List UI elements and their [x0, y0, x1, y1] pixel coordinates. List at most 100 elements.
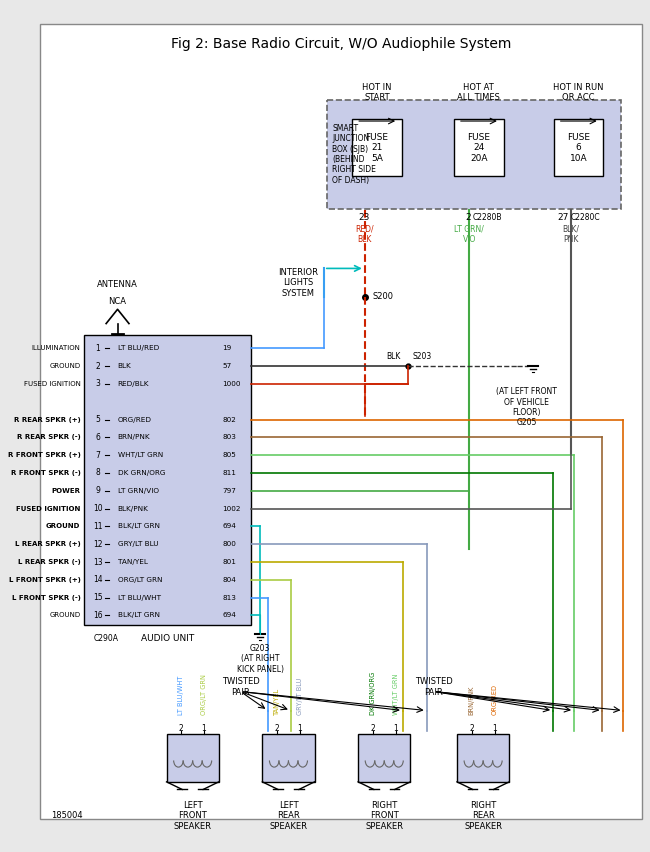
Text: BRN/PNK: BRN/PNK	[469, 686, 474, 716]
Text: 12: 12	[93, 539, 102, 549]
Text: RIGHT
FRONT
SPEAKER: RIGHT FRONT SPEAKER	[365, 801, 403, 831]
Text: 1000: 1000	[222, 381, 240, 387]
Text: G203
(AT RIGHT
KICK PANEL): G203 (AT RIGHT KICK PANEL)	[237, 644, 283, 674]
FancyBboxPatch shape	[554, 119, 603, 176]
Text: 694: 694	[222, 613, 236, 619]
Text: 804: 804	[222, 577, 236, 583]
Text: TWISTED
PAIR: TWISTED PAIR	[415, 677, 452, 697]
Text: R FRONT SPKR (-): R FRONT SPKR (-)	[10, 470, 81, 476]
Text: TWISTED
PAIR: TWISTED PAIR	[222, 677, 259, 697]
Text: 2: 2	[179, 724, 184, 733]
Text: BLK/LT GRN: BLK/LT GRN	[118, 613, 159, 619]
Text: 2: 2	[370, 724, 375, 733]
Text: ORG/LT GRN: ORG/LT GRN	[118, 577, 162, 583]
FancyBboxPatch shape	[263, 734, 315, 782]
Text: ORG/RED: ORG/RED	[491, 684, 497, 716]
Text: 16: 16	[93, 611, 103, 620]
Text: LEFT
REAR
SPEAKER: LEFT REAR SPEAKER	[270, 801, 307, 831]
Text: SMART
JUNCTION
BOX (SJB)
(BEHIND
RIGHT SIDE
OF DASH): SMART JUNCTION BOX (SJB) (BEHIND RIGHT S…	[332, 124, 376, 185]
Text: BLK: BLK	[118, 363, 131, 369]
Text: GROUND: GROUND	[49, 613, 81, 619]
Text: 1002: 1002	[222, 505, 240, 511]
Text: 14: 14	[93, 575, 103, 584]
Text: 7: 7	[95, 451, 100, 459]
Text: LT GRN/VIO: LT GRN/VIO	[118, 488, 159, 494]
Text: FUSE
24
20A: FUSE 24 20A	[467, 133, 490, 163]
Text: 11: 11	[93, 522, 102, 531]
Text: L FRONT SPKR (+): L FRONT SPKR (+)	[8, 577, 81, 583]
Text: S200: S200	[372, 292, 393, 302]
Text: 19: 19	[222, 345, 231, 351]
Text: 13: 13	[93, 557, 103, 567]
Text: Fig 2: Base Radio Circuit, W/O Audiophile System: Fig 2: Base Radio Circuit, W/O Audiophil…	[171, 37, 511, 51]
Text: 694: 694	[222, 523, 236, 529]
Text: 800: 800	[222, 541, 236, 547]
Text: ILLUMINATION: ILLUMINATION	[32, 345, 81, 351]
Text: RIGHT
REAR
SPEAKER: RIGHT REAR SPEAKER	[464, 801, 502, 831]
Text: 6: 6	[95, 433, 100, 442]
Text: GRY/LT BLU: GRY/LT BLU	[118, 541, 158, 547]
Text: GROUND: GROUND	[46, 523, 81, 529]
Text: 185004: 185004	[51, 810, 83, 820]
Text: R FRONT SPKR (+): R FRONT SPKR (+)	[8, 452, 81, 458]
Text: LT BLU/RED: LT BLU/RED	[118, 345, 159, 351]
Text: HOT IN
START: HOT IN START	[362, 83, 392, 102]
Text: S203: S203	[412, 353, 432, 361]
Text: INTERIOR
LIGHTS
SYSTEM: INTERIOR LIGHTS SYSTEM	[278, 268, 318, 297]
Text: FUSE
6
10A: FUSE 6 10A	[567, 133, 590, 163]
Text: C2280B: C2280B	[472, 213, 502, 222]
Text: 8: 8	[95, 469, 100, 477]
Text: GROUND: GROUND	[49, 363, 81, 369]
Text: FUSED IGNITION: FUSED IGNITION	[23, 381, 81, 387]
Text: ORG/RED: ORG/RED	[118, 417, 151, 423]
Text: C2280C: C2280C	[570, 213, 600, 222]
FancyBboxPatch shape	[84, 335, 251, 625]
Text: NCA: NCA	[109, 297, 127, 306]
Text: DK GRN/ORG: DK GRN/ORG	[118, 470, 165, 476]
Text: WHT/LT GRN: WHT/LT GRN	[393, 674, 398, 716]
Text: 1: 1	[202, 724, 207, 733]
Text: FUSE
21
5A: FUSE 21 5A	[365, 133, 389, 163]
Text: BLK/PNK: BLK/PNK	[118, 505, 148, 511]
Text: 1: 1	[393, 724, 398, 733]
Text: 803: 803	[222, 435, 236, 440]
Text: L REAR SPKR (+): L REAR SPKR (+)	[15, 541, 81, 547]
Text: 15: 15	[93, 593, 103, 602]
Text: 57: 57	[222, 363, 231, 369]
Text: 5: 5	[95, 415, 100, 424]
Text: 1: 1	[95, 344, 100, 353]
Text: 10: 10	[93, 504, 103, 513]
Text: (AT LEFT FRONT
OF VEHICLE
FLOOR)
G205: (AT LEFT FRONT OF VEHICLE FLOOR) G205	[496, 388, 557, 428]
Text: 1: 1	[298, 724, 302, 733]
Text: 813: 813	[222, 595, 236, 601]
Text: 2: 2	[95, 361, 100, 371]
FancyBboxPatch shape	[327, 101, 621, 210]
Text: BLK/LT GRN: BLK/LT GRN	[118, 523, 159, 529]
Text: 805: 805	[222, 452, 236, 458]
Text: AUDIO UNIT: AUDIO UNIT	[141, 635, 194, 643]
Text: 2: 2	[275, 724, 280, 733]
Text: POWER: POWER	[51, 488, 81, 494]
Text: 2: 2	[469, 724, 474, 733]
Text: 23: 23	[358, 213, 369, 222]
Text: TAN/YEL: TAN/YEL	[118, 559, 148, 565]
Text: 801: 801	[222, 559, 236, 565]
Text: L REAR SPKR (-): L REAR SPKR (-)	[18, 559, 81, 565]
Text: BRN/PNK: BRN/PNK	[118, 435, 150, 440]
Text: LT BLU/WHT: LT BLU/WHT	[178, 676, 184, 716]
Text: 797: 797	[222, 488, 236, 494]
Text: GRY/LT BLU: GRY/LT BLU	[297, 678, 303, 716]
Text: DK GRN/ORG: DK GRN/ORG	[370, 672, 376, 716]
Text: FUSED IGNITION: FUSED IGNITION	[16, 505, 81, 511]
Text: R REAR SPKR (+): R REAR SPKR (+)	[14, 417, 81, 423]
Text: 9: 9	[95, 486, 100, 495]
Text: BLK/
PNK: BLK/ PNK	[563, 225, 580, 244]
FancyBboxPatch shape	[352, 119, 402, 176]
FancyBboxPatch shape	[40, 24, 642, 819]
FancyBboxPatch shape	[457, 734, 510, 782]
FancyBboxPatch shape	[358, 734, 410, 782]
Text: R REAR SPKR (-): R REAR SPKR (-)	[17, 435, 81, 440]
Text: BLK: BLK	[386, 353, 400, 361]
Text: ORG/LT GRN: ORG/LT GRN	[201, 675, 207, 716]
Text: RED/
BLK: RED/ BLK	[356, 225, 374, 244]
